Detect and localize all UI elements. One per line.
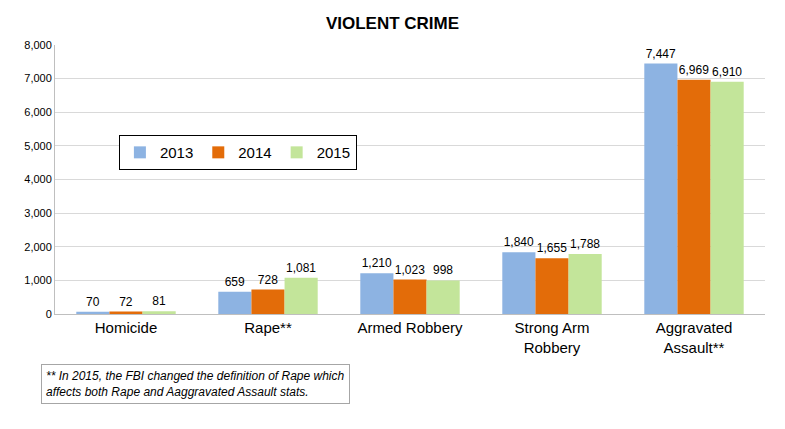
svg-text:8,000: 8,000 bbox=[24, 39, 52, 51]
svg-text:1,023: 1,023 bbox=[395, 263, 425, 277]
svg-text:1,210: 1,210 bbox=[362, 256, 392, 270]
svg-text:7,447: 7,447 bbox=[646, 47, 676, 61]
svg-text:6,000: 6,000 bbox=[24, 106, 52, 118]
svg-text:1,081: 1,081 bbox=[286, 261, 316, 275]
svg-text:1,000: 1,000 bbox=[24, 274, 52, 286]
svg-text:7,000: 7,000 bbox=[24, 72, 52, 84]
svg-text:728: 728 bbox=[258, 273, 278, 287]
svg-text:72: 72 bbox=[119, 295, 133, 309]
svg-text:5,000: 5,000 bbox=[24, 140, 52, 152]
svg-text:659: 659 bbox=[225, 275, 245, 289]
svg-text:VIOLENT CRIME: VIOLENT CRIME bbox=[326, 14, 459, 33]
svg-text:0: 0 bbox=[46, 308, 52, 320]
svg-text:2014: 2014 bbox=[238, 144, 271, 161]
svg-text:2,000: 2,000 bbox=[24, 241, 52, 253]
svg-text:2015: 2015 bbox=[317, 144, 350, 161]
svg-text:6,969: 6,969 bbox=[679, 63, 709, 77]
svg-text:AggravatedAssault**: AggravatedAssault** bbox=[656, 319, 733, 356]
svg-text:2013: 2013 bbox=[160, 144, 193, 161]
svg-text:Homicide: Homicide bbox=[95, 319, 158, 336]
svg-text:3,000: 3,000 bbox=[24, 207, 52, 219]
svg-text:1,788: 1,788 bbox=[570, 237, 600, 251]
svg-text:81: 81 bbox=[152, 294, 166, 308]
svg-text:1,655: 1,655 bbox=[537, 241, 567, 255]
svg-text:70: 70 bbox=[86, 295, 100, 309]
svg-text:Armed Robbery: Armed Robbery bbox=[357, 319, 463, 336]
svg-text:** In 2015, the FBI changed th: ** In 2015, the FBI changed the definiti… bbox=[46, 369, 345, 399]
svg-text:1,840: 1,840 bbox=[504, 235, 534, 249]
svg-text:6,910: 6,910 bbox=[712, 65, 742, 79]
svg-text:Strong ArmRobbery: Strong ArmRobbery bbox=[514, 319, 589, 356]
svg-text:998: 998 bbox=[433, 263, 453, 277]
svg-text:Rape**: Rape** bbox=[244, 319, 292, 336]
svg-text:4,000: 4,000 bbox=[24, 173, 52, 185]
